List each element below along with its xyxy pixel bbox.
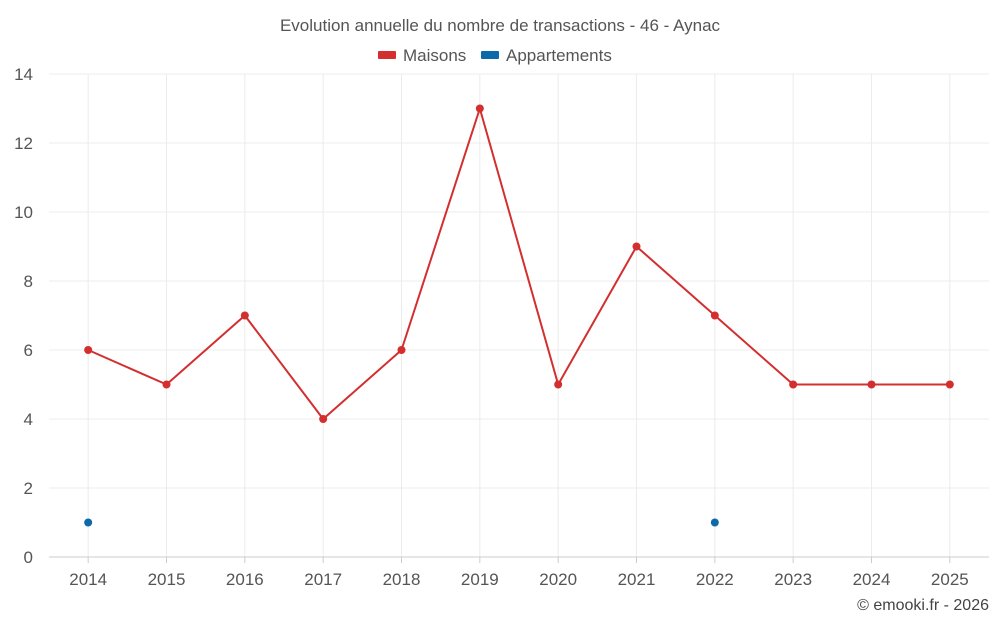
x-tick-label: 2023 <box>774 570 812 589</box>
grid <box>49 73 989 557</box>
data-point-maisons[interactable] <box>945 380 954 389</box>
data-point-maisons[interactable] <box>397 346 406 354</box>
data-point-maisons[interactable] <box>475 104 484 113</box>
y-tick-label: 14 <box>14 65 33 84</box>
x-tick-label: 2018 <box>383 570 421 589</box>
data-point-maisons[interactable] <box>84 346 93 354</box>
chart-title: Evolution annuelle du nombre de transact… <box>280 16 721 35</box>
x-tick-label: 2019 <box>461 570 499 589</box>
y-tick-label: 8 <box>24 272 33 291</box>
data-point-maisons[interactable] <box>162 380 171 389</box>
x-tick-label: 2025 <box>931 570 969 589</box>
legend-label-maisons: Maisons <box>403 46 466 65</box>
data-point-maisons[interactable] <box>710 311 719 320</box>
x-tick-label: 2015 <box>148 570 186 589</box>
data-point-maisons[interactable] <box>632 242 641 251</box>
y-tick-label: 0 <box>24 548 33 567</box>
series <box>84 104 954 527</box>
legend-item-maisons[interactable]: Maisons <box>378 46 466 65</box>
data-point-maisons[interactable] <box>240 311 249 320</box>
data-point-appartements[interactable] <box>710 518 719 527</box>
x-tick-label: 2022 <box>696 570 734 589</box>
y-tick-label: 6 <box>24 341 33 360</box>
legend-item-appartements[interactable]: Appartements <box>481 46 612 65</box>
y-tick-label: 4 <box>24 410 33 429</box>
data-point-appartements[interactable] <box>84 518 93 527</box>
legend[interactable]: Maisons Appartements <box>378 46 612 65</box>
credit-text: © emooki.fr - 2026 <box>857 597 989 614</box>
data-point-maisons[interactable] <box>867 380 876 389</box>
data-point-maisons[interactable] <box>319 415 328 423</box>
y-tick-label: 2 <box>24 479 33 498</box>
x-tick-label: 2024 <box>853 570 891 589</box>
data-point-maisons[interactable] <box>789 380 798 389</box>
legend-swatch-maisons <box>378 51 396 59</box>
series-line-maisons <box>87 107 950 420</box>
x-tick-label: 2020 <box>539 570 577 589</box>
x-tick-label: 2021 <box>618 570 656 589</box>
data-point-maisons[interactable] <box>554 380 563 389</box>
y-tick-label: 10 <box>14 203 33 222</box>
legend-swatch-appartements <box>481 51 499 59</box>
legend-label-appartements: Appartements <box>506 46 612 65</box>
axes: 0 2 4 6 8 10 12 14 2014 2015 2016 2017 2018 2019 2020 2… <box>14 65 989 589</box>
y-tick-label: 12 <box>14 134 33 153</box>
x-tick-label: 2014 <box>69 570 107 589</box>
x-tick-label: 2016 <box>226 570 264 589</box>
x-tick-label: 2017 <box>304 570 342 589</box>
